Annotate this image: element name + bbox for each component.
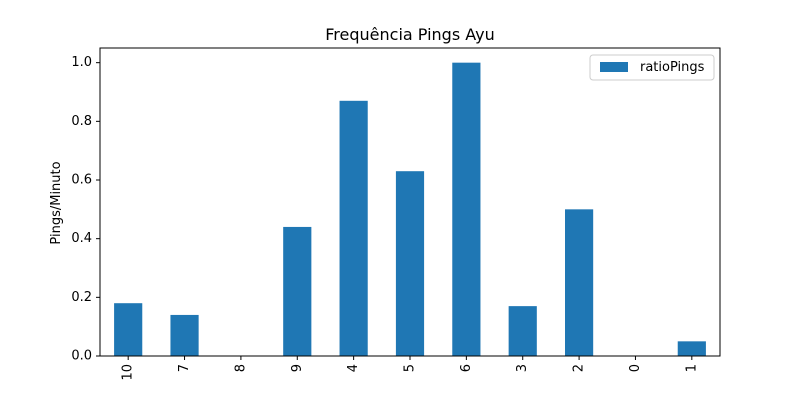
bar-7: [170, 314, 199, 356]
chart-title: Frequência Pings Ayu: [325, 25, 494, 44]
x-tick-label: 8: [233, 364, 248, 372]
x-tick-label: 1: [684, 364, 699, 372]
y-tick-label: 0.8: [71, 114, 92, 129]
x-tick-label: 5: [403, 364, 418, 372]
y-axis-label: Pings/Minuto: [49, 161, 64, 244]
bar-6: [452, 62, 481, 357]
legend-swatch: [600, 62, 628, 72]
bar-10: [114, 303, 143, 356]
bar-2: [565, 209, 594, 356]
ticks-layer: 10 7 8 9 4 5 6 3 2 0 1 0.0 0.2 0.4 0.6 0.8 1.0: [71, 55, 699, 380]
x-tick-label: 0: [628, 364, 643, 372]
x-tick-label: 7: [177, 364, 192, 372]
y-tick-label: 0.6: [71, 173, 92, 188]
legend-box: [589, 54, 715, 81]
x-tick-label: 9: [290, 364, 305, 372]
y-tick-label: 0.4: [71, 231, 92, 246]
x-tick-label: 10: [121, 364, 136, 381]
x-tick-label: 3: [515, 364, 530, 372]
y-tick-label: 0.2: [71, 290, 92, 305]
bar-5: [395, 171, 425, 356]
y-tick-label: 0.0: [71, 349, 92, 364]
bar-3: [508, 306, 537, 356]
x-tick-label: 6: [459, 364, 474, 372]
bar-1: [677, 341, 706, 356]
legend-label: ratioPings: [640, 60, 705, 75]
y-tick-label: 1.0: [71, 55, 92, 70]
x-tick-label: 4: [346, 364, 361, 372]
legend: ratioPings: [589, 54, 715, 81]
bars-layer: [114, 62, 706, 357]
bar-9: [283, 226, 312, 356]
x-tick-label: 2: [572, 364, 587, 372]
bar-4: [339, 100, 368, 356]
